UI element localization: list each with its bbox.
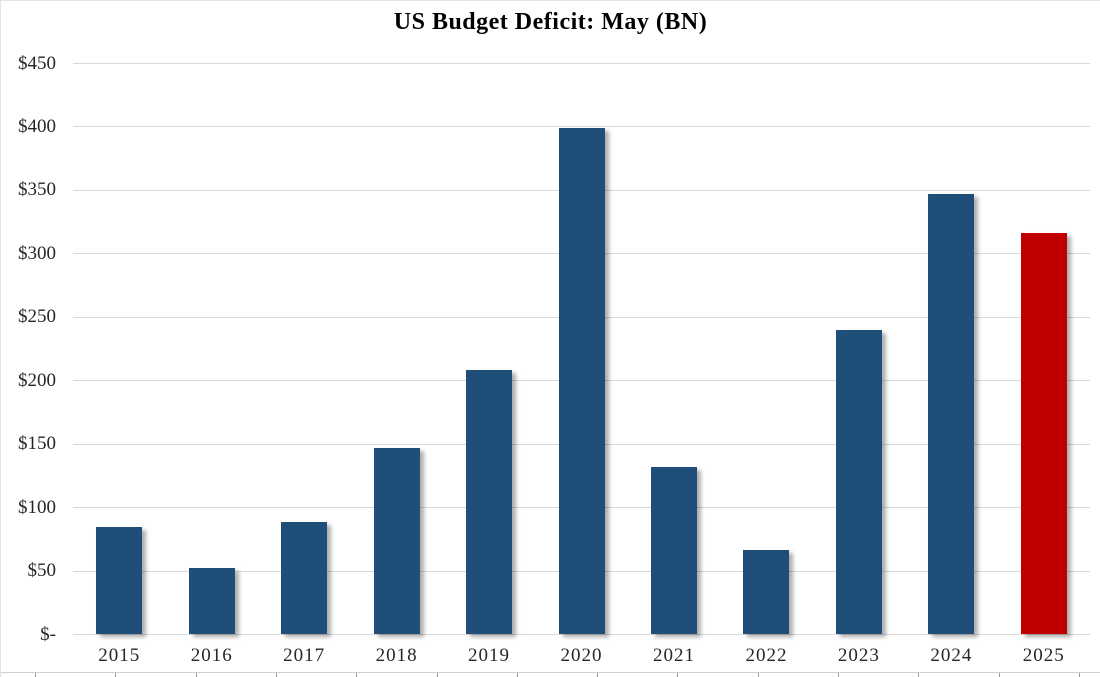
- bottom-axis-tick: [677, 673, 679, 677]
- bottom-axis-tick: [115, 673, 117, 677]
- x-tick-label-2017: 2017: [283, 645, 326, 666]
- x-tick-label-2022: 2022: [745, 645, 788, 666]
- y-tick-label-300: $300: [18, 242, 56, 264]
- chart-title: US Budget Deficit: May (BN): [393, 9, 708, 35]
- bar-2019: [466, 370, 512, 634]
- bar-2018: [373, 447, 420, 634]
- bar-2024: [928, 193, 975, 634]
- x-tick-label-2019: 2019: [468, 645, 511, 666]
- y-tick-label-50: $50: [27, 560, 57, 582]
- bottom-axis-tick: [998, 673, 1000, 677]
- bottom-axis-tick: [597, 673, 599, 677]
- bottom-axis-tick: [516, 673, 518, 677]
- bottom-axis-tick: [275, 673, 277, 677]
- x-tick-label-2021: 2021: [652, 645, 695, 666]
- x-tick-label-2016: 2016: [190, 645, 233, 666]
- bottom-axis-tick: [436, 673, 438, 677]
- y-tick-label-350: $350: [18, 179, 56, 201]
- bar-2017: [281, 522, 328, 634]
- bar-2015: [96, 527, 143, 634]
- gridline-400: [73, 126, 1090, 128]
- bottom-axis-tick: [1078, 673, 1080, 677]
- y-tick-label-0: $-: [40, 623, 56, 645]
- bottom-axis-tick: [195, 673, 197, 677]
- y-tick-label-450: $450: [18, 52, 56, 74]
- x-tick-label-2025: 2025: [1022, 645, 1065, 666]
- bar-2020: [558, 127, 605, 634]
- plot-area: [73, 63, 1090, 635]
- bar-2025: [1020, 233, 1067, 634]
- bar-2022: [743, 550, 790, 634]
- bottom-axis-tick: [757, 673, 759, 677]
- gridline-450: [73, 63, 1090, 64]
- y-tick-label-200: $200: [18, 369, 56, 391]
- bottom-axis-tick: [918, 673, 920, 677]
- y-tick-label-400: $400: [18, 115, 56, 137]
- x-tick-label-2015: 2015: [98, 645, 141, 666]
- bar-2023: [835, 329, 882, 634]
- bottom-axis-tick: [35, 673, 36, 677]
- x-tick-label-2018: 2018: [375, 645, 418, 666]
- y-tick-label-150: $150: [18, 433, 56, 455]
- x-tick-label-2020: 2020: [560, 645, 603, 666]
- x-tick-label-2024: 2024: [930, 645, 973, 666]
- bottom-axis-tick: [838, 673, 839, 677]
- bottom-axis-line: [1, 672, 1100, 673]
- gridline-0: [73, 634, 1090, 635]
- bottom-axis-tick: [356, 673, 358, 677]
- bar-2016: [188, 568, 235, 634]
- bar-2021: [651, 466, 697, 634]
- y-tick-label-250: $250: [18, 306, 56, 328]
- y-tick-label-100: $100: [18, 496, 56, 518]
- x-tick-label-2023: 2023: [837, 645, 880, 666]
